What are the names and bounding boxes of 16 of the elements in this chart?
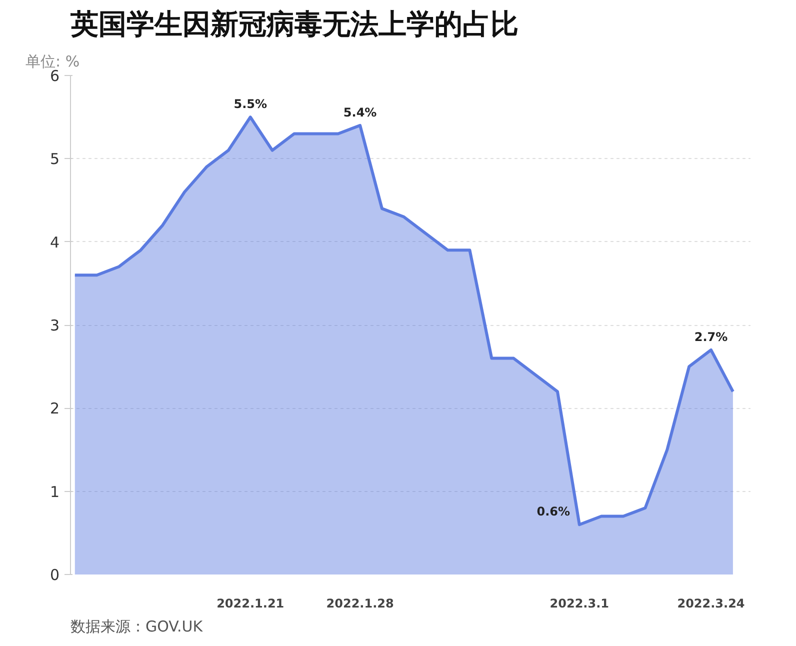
x-tick-label: 2022.1.28 — [326, 596, 394, 610]
y-tick-label: 3 — [50, 316, 60, 334]
data-label: 5.4% — [343, 105, 377, 120]
y-tick-label: 0 — [50, 566, 60, 584]
source-note: 数据来源：GOV.UK — [70, 618, 204, 636]
chart-title: 英国学生因新冠病毒无法上学的占比 — [70, 8, 518, 40]
x-tick-label: 2022.3.1 — [550, 596, 610, 610]
y-tick-label: 2 — [50, 400, 60, 418]
y-tick-label: 5 — [50, 150, 60, 168]
y-tick-label: 1 — [50, 482, 60, 501]
y-tick-label: 4 — [50, 233, 60, 252]
data-label: 0.6% — [536, 504, 570, 519]
data-label: 5.5% — [234, 97, 268, 112]
x-tick-label: 2022.3.24 — [677, 596, 745, 610]
x-tick-label: 2022.1.21 — [216, 596, 284, 610]
data-label: 2.7% — [694, 330, 728, 344]
